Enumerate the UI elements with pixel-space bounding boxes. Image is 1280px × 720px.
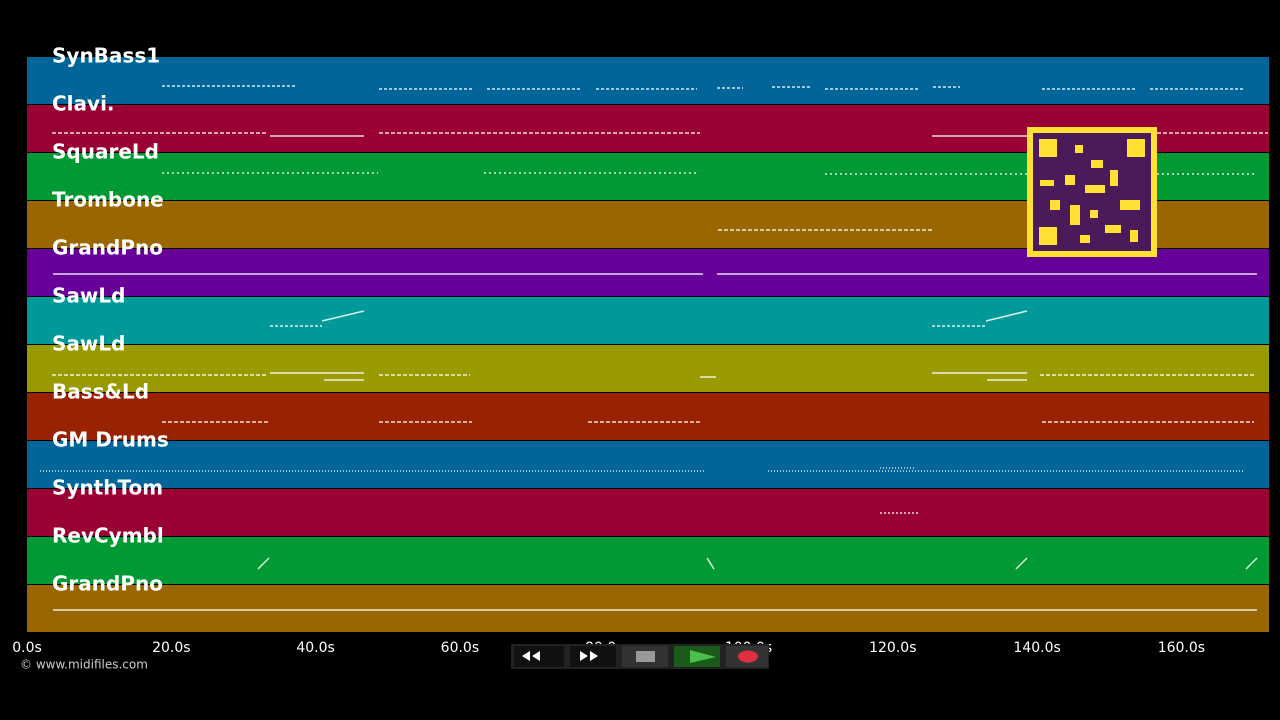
track-lane: [27, 585, 1269, 632]
transport-controls: [511, 644, 769, 669]
track-name: GM Drums: [52, 428, 169, 452]
track-name: GrandPno: [52, 236, 163, 260]
track-lane: [27, 297, 1269, 344]
rewind-button[interactable]: [514, 646, 564, 667]
track-lane: [27, 537, 1269, 584]
track-lane: [27, 393, 1269, 440]
time-tick-label: 40.0s: [296, 640, 334, 656]
time-tick-label: 120.0s: [869, 640, 916, 656]
track-name: SquareLd: [52, 140, 159, 164]
track-name: SawLd: [52, 284, 125, 308]
track-name: Trombone: [52, 188, 164, 212]
play-button[interactable]: [674, 646, 720, 667]
track-name: Clavi.: [52, 92, 115, 116]
fast-forward-button[interactable]: [570, 646, 616, 667]
track-lane: [27, 345, 1269, 392]
time-tick-label: 20.0s: [152, 640, 190, 656]
track-lane: [27, 57, 1269, 104]
record-button[interactable]: [726, 646, 768, 667]
track-name: GrandPno: [52, 572, 163, 596]
time-tick-label: 140.0s: [1013, 640, 1060, 656]
track-name: SawLd: [52, 332, 125, 356]
qr-code: [1027, 127, 1157, 257]
time-tick-label: 60.0s: [441, 640, 479, 656]
track-lane: [27, 441, 1269, 488]
notes: [40, 85, 1268, 611]
copyright: © www.midifiles.com: [20, 658, 148, 672]
track-lane: [27, 489, 1269, 536]
stop-button[interactable]: [622, 646, 668, 667]
time-tick-label: 160.0s: [1158, 640, 1205, 656]
track-name: SynBass1: [52, 44, 160, 68]
time-tick-label: 0.0s: [12, 640, 42, 656]
track-name: RevCymbl: [52, 524, 164, 548]
track-name: SynthTom: [52, 476, 163, 500]
track-name: Bass&Ld: [52, 380, 149, 404]
